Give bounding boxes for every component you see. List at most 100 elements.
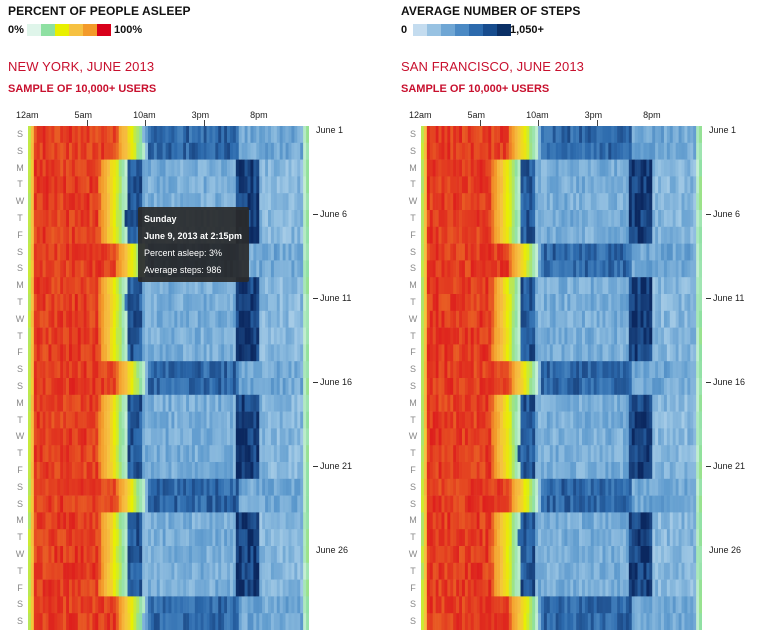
ny-heatmap-cell[interactable] <box>265 277 269 295</box>
sf-heatmap-cell[interactable] <box>491 243 495 261</box>
ny-heatmap-cell[interactable] <box>112 596 117 614</box>
ny-heatmap-cell[interactable] <box>36 495 41 513</box>
sf-heatmap-cell[interactable] <box>476 277 480 295</box>
ny-heatmap-cell[interactable] <box>77 193 81 211</box>
ny-heatmap-cell[interactable] <box>30 210 35 228</box>
ny-heatmap-cell[interactable] <box>109 210 114 228</box>
sf-heatmap-cell[interactable] <box>450 159 454 177</box>
ny-heatmap-cell[interactable] <box>71 277 76 295</box>
ny-heatmap-cell[interactable] <box>130 327 134 345</box>
sf-heatmap-cell[interactable] <box>617 243 621 261</box>
sf-heatmap-cell[interactable] <box>570 277 574 295</box>
sf-heatmap-cell[interactable] <box>631 159 635 177</box>
ny-heatmap-cell[interactable] <box>206 478 210 496</box>
sf-heatmap-cell[interactable] <box>456 294 460 312</box>
ny-heatmap-cell[interactable] <box>188 361 193 379</box>
ny-heatmap-cell[interactable] <box>124 294 128 312</box>
sf-heatmap-cell[interactable] <box>500 378 504 396</box>
sf-heatmap-cell[interactable] <box>696 428 700 446</box>
ny-heatmap-cell[interactable] <box>80 495 84 513</box>
ny-heatmap-cell[interactable] <box>124 596 128 614</box>
ny-heatmap-cell[interactable] <box>51 495 55 513</box>
sf-heatmap-cell[interactable] <box>620 210 624 228</box>
ny-heatmap-cell[interactable] <box>127 613 131 630</box>
sf-heatmap-cell[interactable] <box>640 226 644 244</box>
sf-heatmap-cell[interactable] <box>690 378 694 396</box>
sf-heatmap-cell[interactable] <box>628 193 633 211</box>
ny-heatmap-cell[interactable] <box>288 546 292 564</box>
ny-heatmap-cell[interactable] <box>203 394 207 412</box>
ny-heatmap-cell[interactable] <box>171 176 175 194</box>
ny-heatmap-cell[interactable] <box>212 529 216 547</box>
ny-heatmap-cell[interactable] <box>107 546 111 564</box>
ny-heatmap-cell[interactable] <box>150 344 155 362</box>
ny-heatmap-cell[interactable] <box>300 546 304 564</box>
ny-heatmap-cell[interactable] <box>48 327 52 345</box>
ny-heatmap-cell[interactable] <box>262 579 266 597</box>
ny-heatmap-cell[interactable] <box>227 411 231 429</box>
sf-heatmap-cell[interactable] <box>505 428 510 446</box>
sf-heatmap-cell[interactable] <box>497 193 501 211</box>
sf-heatmap-cell[interactable] <box>429 394 434 412</box>
sf-heatmap-cell[interactable] <box>470 277 474 295</box>
sf-heatmap-cell[interactable] <box>564 462 568 480</box>
ny-heatmap-cell[interactable] <box>270 344 275 362</box>
sf-heatmap-cell[interactable] <box>514 159 518 177</box>
ny-heatmap-cell[interactable] <box>165 445 169 463</box>
ny-heatmap-cell[interactable] <box>188 562 193 580</box>
sf-heatmap-cell[interactable] <box>687 126 691 144</box>
ny-heatmap-cell[interactable] <box>86 411 90 429</box>
sf-heatmap-cell[interactable] <box>529 310 533 328</box>
sf-heatmap-cell[interactable] <box>637 327 641 345</box>
ny-heatmap-cell[interactable] <box>270 361 275 379</box>
ny-heatmap-cell[interactable] <box>68 512 73 530</box>
ny-heatmap-cell[interactable] <box>227 613 231 630</box>
ny-heatmap-cell[interactable] <box>294 445 298 463</box>
sf-heatmap-cell[interactable] <box>505 344 510 362</box>
sf-heatmap-cell[interactable] <box>461 361 466 379</box>
sf-heatmap-cell[interactable] <box>693 243 697 261</box>
sf-heatmap-cell[interactable] <box>529 210 533 228</box>
ny-heatmap-cell[interactable] <box>45 327 49 345</box>
sf-heatmap-cell[interactable] <box>505 327 510 345</box>
sf-heatmap-cell[interactable] <box>593 260 597 278</box>
sf-heatmap-cell[interactable] <box>517 260 521 278</box>
ny-heatmap-cell[interactable] <box>180 193 184 211</box>
ny-heatmap-cell[interactable] <box>92 562 96 580</box>
sf-heatmap-cell[interactable] <box>666 260 671 278</box>
ny-heatmap-cell[interactable] <box>68 428 73 446</box>
sf-heatmap-cell[interactable] <box>461 378 466 396</box>
ny-heatmap-cell[interactable] <box>45 478 49 496</box>
ny-heatmap-cell[interactable] <box>206 596 210 614</box>
ny-heatmap-cell[interactable] <box>297 495 301 513</box>
sf-heatmap-cell[interactable] <box>447 142 451 160</box>
ny-heatmap-cell[interactable] <box>288 142 292 160</box>
ny-heatmap-cell[interactable] <box>101 176 105 194</box>
ny-heatmap-cell[interactable] <box>218 462 222 480</box>
sf-heatmap-cell[interactable] <box>681 445 685 463</box>
sf-heatmap-cell[interactable] <box>488 445 492 463</box>
ny-heatmap-cell[interactable] <box>250 294 254 312</box>
ny-heatmap-cell[interactable] <box>33 193 38 211</box>
sf-heatmap-cell[interactable] <box>584 411 589 429</box>
sf-heatmap-cell[interactable] <box>573 445 577 463</box>
ny-heatmap-cell[interactable] <box>68 126 73 144</box>
ny-heatmap-cell[interactable] <box>247 478 251 496</box>
ny-heatmap-cell[interactable] <box>121 512 125 530</box>
ny-heatmap-cell[interactable] <box>139 344 143 362</box>
ny-heatmap-cell[interactable] <box>74 142 79 160</box>
ny-heatmap-cell[interactable] <box>174 193 178 211</box>
ny-heatmap-cell[interactable] <box>221 159 225 177</box>
sf-heatmap-cell[interactable] <box>669 210 674 228</box>
ny-heatmap-cell[interactable] <box>227 176 231 194</box>
ny-heatmap-cell[interactable] <box>218 294 222 312</box>
ny-heatmap-cell[interactable] <box>241 361 245 379</box>
ny-heatmap-cell[interactable] <box>191 142 196 160</box>
sf-heatmap-cell[interactable] <box>500 126 504 144</box>
ny-heatmap-cell[interactable] <box>186 294 190 312</box>
ny-heatmap-cell[interactable] <box>127 243 131 261</box>
sf-heatmap-cell[interactable] <box>526 394 530 412</box>
sf-heatmap-cell[interactable] <box>675 310 679 328</box>
sf-heatmap-cell[interactable] <box>570 310 574 328</box>
ny-heatmap-cell[interactable] <box>256 495 260 513</box>
